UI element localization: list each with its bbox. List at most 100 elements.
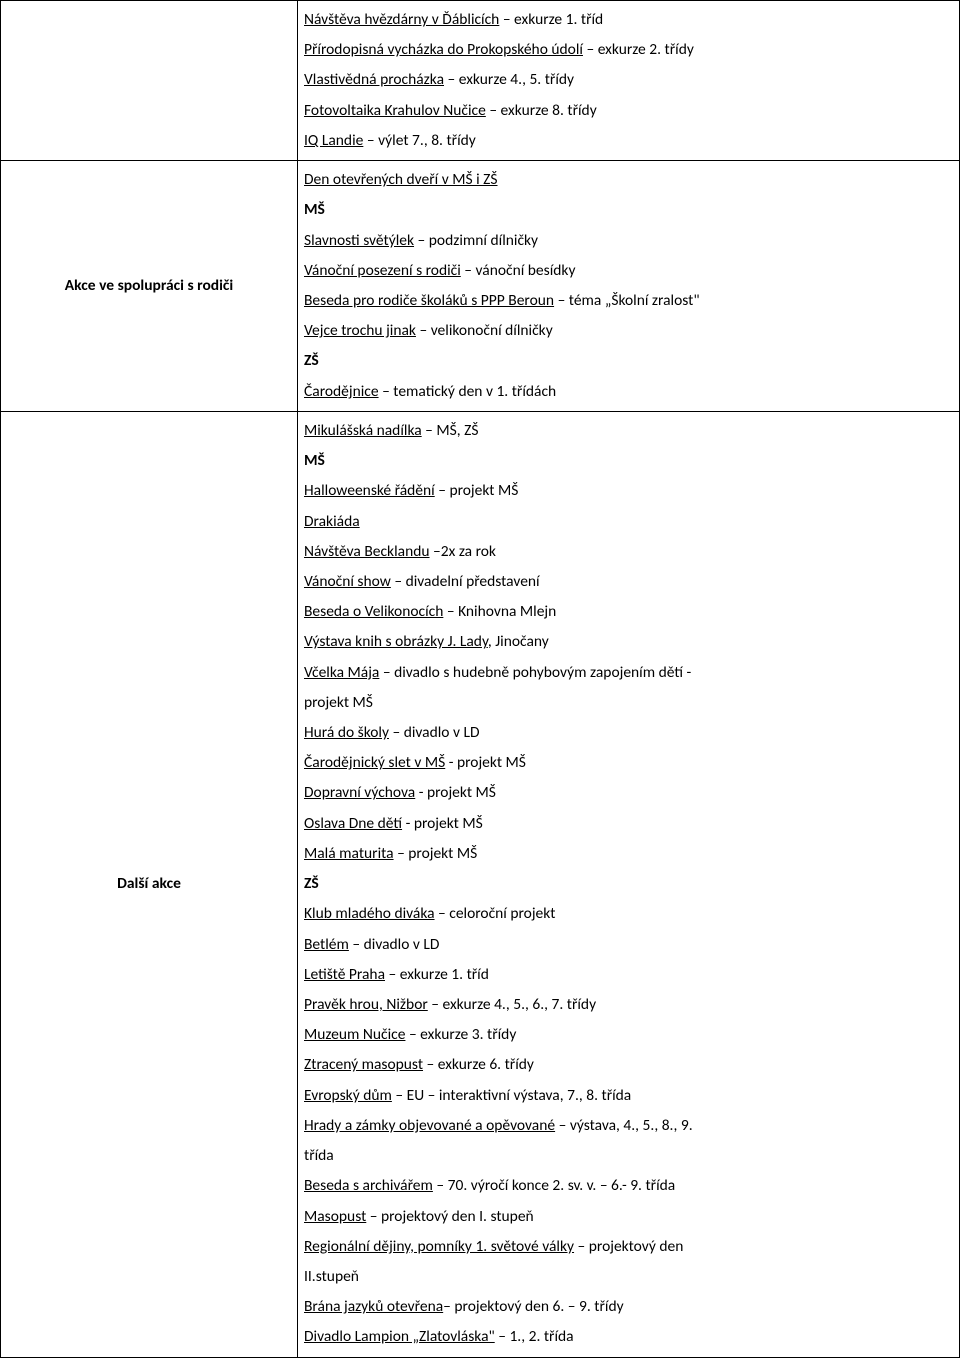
- content-line: Klub mladého diváka – celoroční projekt: [304, 899, 953, 929]
- text-segment: Halloweenské řádění: [304, 481, 435, 500]
- content-line: Drakiáda: [304, 507, 953, 537]
- text-segment: – exkurze 3. třídy: [405, 1025, 516, 1044]
- content-line: Letiště Praha – exkurze 1. tříd: [304, 960, 953, 990]
- text-segment: Regionální dějiny, pomníky 1. světové vá…: [304, 1237, 574, 1256]
- text-segment: ZŠ: [304, 874, 319, 893]
- text-segment: Drakiáda: [304, 512, 360, 531]
- text-segment: Slavnosti světýlek: [304, 231, 414, 250]
- content-line: Čarodějnický slet v MŠ - projekt MŠ: [304, 748, 953, 778]
- content-line: Regionální dějiny, pomníky 1. světové vá…: [304, 1232, 953, 1262]
- text-segment: Pravěk hrou, Nižbor: [304, 995, 428, 1014]
- text-segment: Čarodějnický slet v MŠ: [304, 753, 445, 772]
- text-segment: Letiště Praha: [304, 965, 385, 984]
- content-line: Den otevřených dveří v MŠ i ZŠ: [304, 165, 953, 195]
- text-segment: – exkurze 1. tříd: [385, 965, 489, 984]
- content-line: ZŠ: [304, 346, 953, 376]
- text-segment: Návštěva hvězdárny v Ďáblicích: [304, 10, 499, 29]
- text-segment: – exkurze 6. třídy: [423, 1055, 534, 1074]
- text-segment: Dopravní výchova: [304, 783, 415, 802]
- content-line: Hrady a zámky objevované a opěvované – v…: [304, 1111, 953, 1141]
- text-segment: projekt MŠ: [304, 693, 373, 712]
- content-line: Brána jazyků otevřena– projektový den 6.…: [304, 1292, 953, 1322]
- text-segment: Vlastivědná procházka: [304, 70, 444, 89]
- text-segment: – exkurze 1. tříd: [499, 10, 603, 29]
- content-line: IQ Landie – výlet 7., 8. třídy: [304, 126, 953, 156]
- row-label: Akce ve spolupráci s rodiči: [1, 161, 298, 412]
- content-line: Včelka Mája – divadlo s hudebně pohybový…: [304, 658, 953, 688]
- text-segment: Malá maturita: [304, 844, 394, 863]
- text-segment: třída: [304, 1146, 334, 1165]
- text-segment: – projektový den I. stupeň: [366, 1207, 533, 1226]
- text-segment: ZŠ: [304, 351, 319, 370]
- text-segment: – výlet 7., 8. třídy: [363, 131, 475, 150]
- text-segment: – velikonoční dílničky: [416, 321, 553, 340]
- text-segment: - projekt MŠ: [415, 783, 496, 802]
- text-segment: – 70. výročí konce 2. sv. v. – 6.- 9. tř…: [433, 1176, 675, 1195]
- content-line: Vejce trochu jinak – velikonoční dílničk…: [304, 316, 953, 346]
- table-row: Návštěva hvězdárny v Ďáblicích – exkurze…: [1, 1, 960, 161]
- content-line: Vánoční posezení s rodiči – vánoční besí…: [304, 256, 953, 286]
- text-segment: Mikulášská nadílka: [304, 421, 422, 440]
- text-segment: Hrady a zámky objevované a opěvované: [304, 1116, 555, 1135]
- content-line: projekt MŠ: [304, 688, 953, 718]
- table-row: Akce ve spolupráci s rodičiDen otevřenýc…: [1, 161, 960, 412]
- text-segment: Den otevřených dveří v MŠ i ZŠ: [304, 170, 498, 189]
- text-segment: – celoroční projekt: [435, 904, 556, 923]
- text-segment: – divadlo v LD: [349, 935, 440, 954]
- text-segment: – divadlo s hudebně pohybovým zapojením …: [379, 663, 691, 682]
- text-segment: – téma „Školní zralost": [554, 291, 700, 310]
- text-segment: Výstava knih s obrázky J. Lady: [304, 632, 488, 651]
- content-line: třída: [304, 1141, 953, 1171]
- row-content: Den otevřených dveří v MŠ i ZŠ MŠ Slavnost…: [298, 161, 960, 412]
- text-segment: – tematický den v 1. třídách: [379, 382, 557, 401]
- text-segment: Vánoční show: [304, 572, 391, 591]
- text-segment: – vánoční besídky: [461, 261, 576, 280]
- text-segment: Fotovoltaika Krahulov Nučice: [304, 101, 486, 120]
- content-line: Výstava knih s obrázky J. Lady, Jinočany: [304, 627, 953, 657]
- text-segment: Evropský dům: [304, 1086, 392, 1105]
- content-line: Mikulášská nadílka – MŠ, ZŠ: [304, 416, 953, 446]
- content-line: Beseda pro rodiče školáků s PPP Beroun –…: [304, 286, 953, 316]
- content-line: Vlastivědná procházka – exkurze 4., 5. t…: [304, 65, 953, 95]
- text-segment: Masopust: [304, 1207, 366, 1226]
- text-segment: - projekt MŠ: [402, 814, 483, 833]
- content-line: Slavnosti světýlek – podzimní dílničky: [304, 226, 953, 256]
- row-content: Návštěva hvězdárny v Ďáblicích – exkurze…: [298, 1, 960, 161]
- content-line: Návštěva hvězdárny v Ďáblicích – exkurze…: [304, 5, 953, 35]
- text-segment: – divadlo v LD: [389, 723, 480, 742]
- text-segment: Přírodopisná vycházka do Prokopského údo…: [304, 40, 583, 59]
- text-segment: Včelka Mája: [304, 663, 379, 682]
- text-segment: – podzimní dílničky: [414, 231, 538, 250]
- text-segment: MŠ: [304, 451, 325, 470]
- text-segment: – výstava, 4., 5., 8., 9.: [555, 1116, 693, 1135]
- text-segment: – projektový den: [574, 1237, 683, 1256]
- content-line: Hurá do školy – divadlo v LD: [304, 718, 953, 748]
- text-segment: Hurá do školy: [304, 723, 389, 742]
- content-line: Pravěk hrou, Nižbor – exkurze 4., 5., 6.…: [304, 990, 953, 1020]
- content-line: MŠ: [304, 446, 953, 476]
- content-line: Oslava Dne dětí - projekt MŠ: [304, 809, 953, 839]
- text-segment: – exkurze 8. třídy: [486, 101, 597, 120]
- text-segment: MŠ: [304, 200, 325, 219]
- content-line: Malá maturita – projekt MŠ: [304, 839, 953, 869]
- text-segment: Vejce trochu jinak: [304, 321, 416, 340]
- text-segment: Beseda s archivářem: [304, 1176, 433, 1195]
- text-segment: Ztracený masopust: [304, 1055, 423, 1074]
- content-line: Ztracený masopust – exkurze 6. třídy: [304, 1050, 953, 1080]
- text-segment: Muzeum Nučice: [304, 1025, 405, 1044]
- text-segment: Návštěva Becklandu: [304, 542, 430, 561]
- text-segment: II.stupeň: [304, 1267, 359, 1286]
- text-segment: Betlém: [304, 935, 349, 954]
- content-line: Přírodopisná vycházka do Prokopského údo…: [304, 35, 953, 65]
- text-segment: Čarodějnice: [304, 382, 379, 401]
- text-segment: – divadelní představení: [391, 572, 540, 591]
- text-segment: – exkurze 4., 5., 6., 7. třídy: [428, 995, 596, 1014]
- text-segment: – 1., 2. třída: [495, 1327, 574, 1346]
- content-line: Návštěva Becklandu –2x za rok: [304, 537, 953, 567]
- content-line: Beseda o Velikonocích – Knihovna Mlejn: [304, 597, 953, 627]
- content-line: Čarodějnice – tematický den v 1. třídách: [304, 377, 953, 407]
- text-segment: – exkurze 2. třídy: [583, 40, 694, 59]
- table-row: Další akceMikulášská nadílka – MŠ, ZŠMŠH…: [1, 411, 960, 1357]
- text-segment: Vánoční posezení s rodiči: [304, 261, 461, 280]
- content-line: II.stupeň: [304, 1262, 953, 1292]
